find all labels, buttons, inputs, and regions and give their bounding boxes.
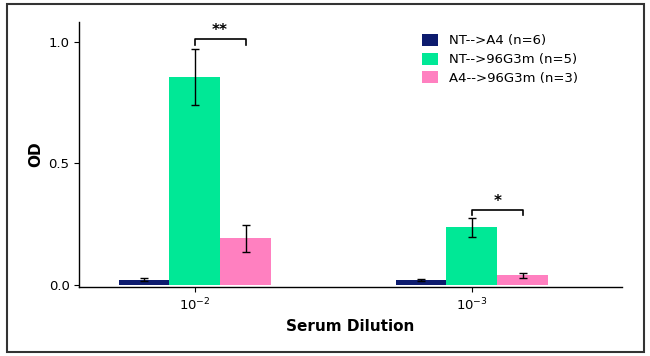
Bar bbox=[497, 275, 548, 284]
Text: *: * bbox=[493, 194, 501, 209]
Bar bbox=[447, 227, 497, 284]
Y-axis label: OD: OD bbox=[28, 142, 43, 167]
X-axis label: Serum Dilution: Serum Dilution bbox=[287, 319, 415, 334]
Bar bbox=[170, 77, 220, 284]
Legend: NT-->A4 (n=6), NT-->96G3m (n=5), A4-->96G3m (n=3): NT-->A4 (n=6), NT-->96G3m (n=5), A4-->96… bbox=[422, 34, 578, 85]
Bar bbox=[118, 280, 170, 284]
Bar bbox=[396, 280, 447, 284]
Bar bbox=[220, 239, 271, 284]
Text: **: ** bbox=[212, 23, 228, 38]
